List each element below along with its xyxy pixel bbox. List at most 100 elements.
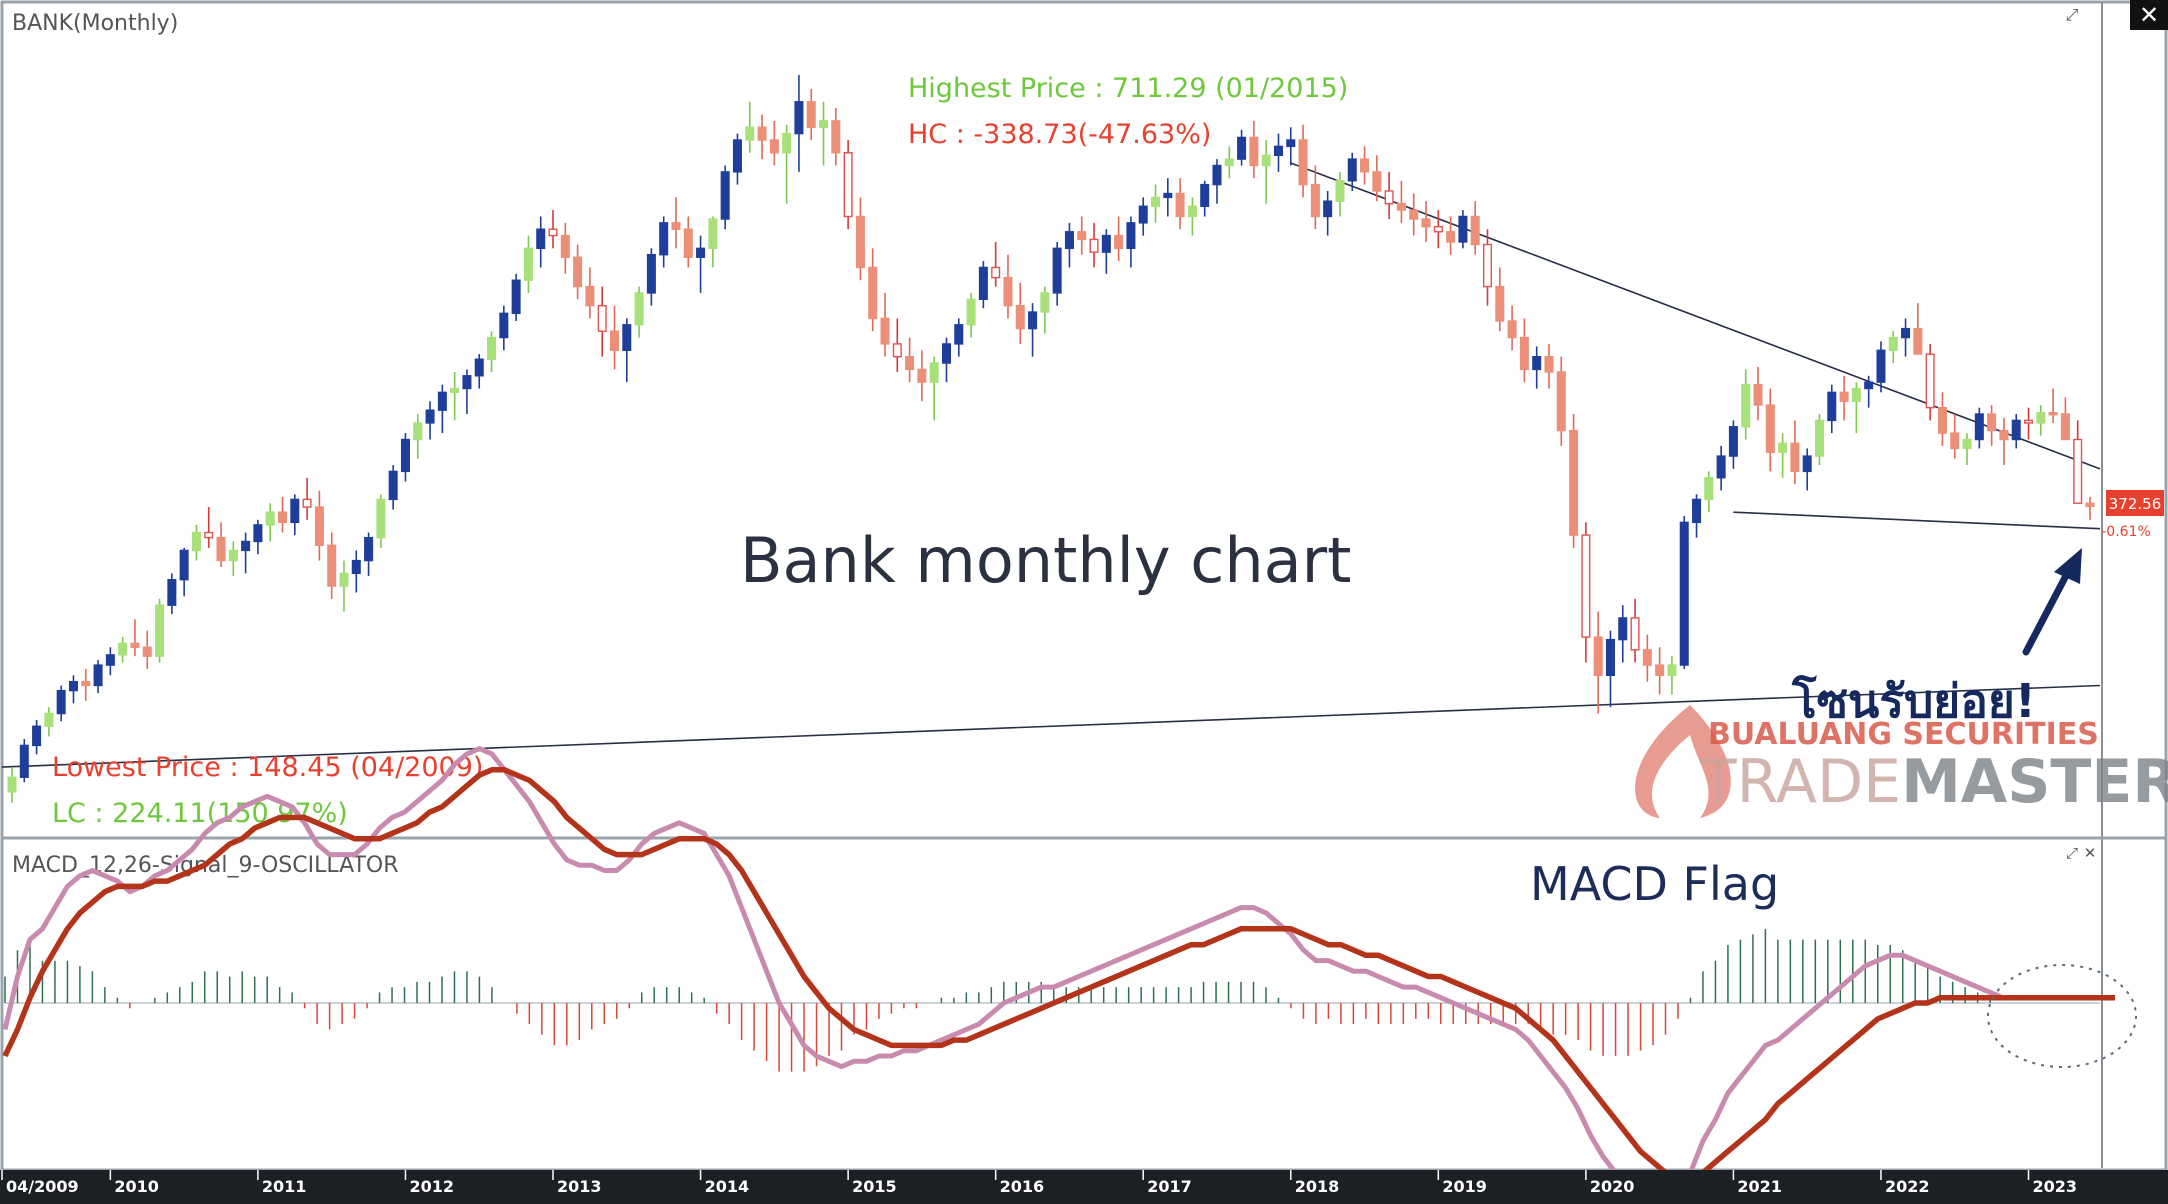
candle-body xyxy=(1286,139,1296,148)
candle-body xyxy=(548,228,558,237)
candle xyxy=(573,244,583,300)
candle-body xyxy=(425,409,435,424)
candle xyxy=(1778,433,1788,478)
candle-body xyxy=(1618,617,1628,641)
candle-body xyxy=(1925,353,1935,409)
candle xyxy=(548,210,558,249)
candle xyxy=(917,350,927,402)
candle-body xyxy=(1532,355,1542,371)
candle xyxy=(1802,448,1812,491)
flame-icon xyxy=(1635,705,1731,818)
time-axis-label: 2021 xyxy=(1737,1177,1782,1196)
candle-body xyxy=(1421,218,1431,228)
candle-body xyxy=(413,422,423,441)
candle-body xyxy=(794,101,804,135)
candle-body xyxy=(376,498,386,539)
candle-body xyxy=(327,544,337,587)
candle xyxy=(720,165,730,230)
candle xyxy=(1827,384,1837,434)
candle xyxy=(2048,388,2058,423)
candle xyxy=(339,560,349,612)
candle-body xyxy=(1888,336,1898,351)
candle xyxy=(1286,127,1296,166)
candle-body xyxy=(1224,158,1234,167)
candle xyxy=(155,598,165,663)
time-axis-label: 2013 xyxy=(557,1177,602,1196)
candle-body xyxy=(1261,154,1271,167)
candle-body xyxy=(1519,336,1529,371)
candle xyxy=(745,101,755,153)
candle-body xyxy=(782,132,792,154)
candle-body xyxy=(142,646,152,657)
candle-body xyxy=(118,642,128,656)
candle xyxy=(978,261,988,309)
candle-body xyxy=(573,256,583,288)
candle xyxy=(93,660,103,694)
candle xyxy=(277,496,288,533)
candle-body xyxy=(2085,502,2095,508)
candle xyxy=(425,401,435,440)
candle xyxy=(708,216,718,268)
candle-body xyxy=(1114,234,1124,250)
support-note: โซนรับย่อย! xyxy=(1791,674,2036,728)
candle-body xyxy=(7,776,17,793)
candle-body xyxy=(671,222,681,230)
candle xyxy=(1814,414,1825,465)
candle xyxy=(1458,210,1468,249)
candle-body xyxy=(696,247,706,258)
candle xyxy=(1765,388,1775,472)
candle xyxy=(1704,471,1714,513)
candle-body xyxy=(314,506,324,546)
highest-price-label: Highest Price : 711.29 (01/2015) xyxy=(908,73,1348,104)
candle-body xyxy=(1753,384,1763,406)
candle-body xyxy=(769,139,779,154)
candle-body xyxy=(1409,209,1419,220)
candle xyxy=(118,637,128,663)
candle xyxy=(1851,382,1861,434)
time-axis-label: 2018 xyxy=(1295,1177,1340,1196)
candle xyxy=(1323,190,1333,236)
candle-body xyxy=(1851,387,1861,402)
candle-body xyxy=(1827,391,1837,422)
candle xyxy=(1692,494,1702,538)
candle-body xyxy=(1052,247,1062,294)
candle xyxy=(1433,210,1443,249)
candle xyxy=(536,216,546,268)
candle-body xyxy=(2048,412,2058,416)
macd-maximize-icon[interactable]: ⤢ xyxy=(2066,844,2079,862)
maximize-icon[interactable]: ⤢ xyxy=(2066,5,2079,24)
candle-body xyxy=(757,126,767,141)
candle-body xyxy=(462,375,472,390)
candle-body xyxy=(1913,327,1923,355)
candle-body xyxy=(2036,412,2046,424)
candle-body xyxy=(917,368,927,383)
candle-body xyxy=(1187,205,1197,218)
candle-body xyxy=(32,725,42,747)
candle xyxy=(1347,152,1357,191)
candle-body xyxy=(560,234,570,258)
candle-body xyxy=(1581,534,1591,638)
macd-close-icon[interactable]: ✕ xyxy=(2084,844,2097,862)
candle-body xyxy=(1446,231,1456,243)
candle xyxy=(1163,178,1173,217)
candle xyxy=(1728,420,1738,469)
candle-body xyxy=(437,391,447,411)
candle xyxy=(880,292,890,357)
candle xyxy=(413,414,423,459)
candle xyxy=(1839,375,1849,421)
candle xyxy=(167,573,177,615)
candle xyxy=(831,108,841,166)
close-button[interactable] xyxy=(2130,0,2168,30)
candle xyxy=(1581,522,1591,663)
candle xyxy=(1950,414,1960,459)
candle xyxy=(2024,407,2034,440)
candle-body xyxy=(1347,158,1357,182)
candle xyxy=(1482,229,1493,306)
candle xyxy=(1249,120,1259,179)
candle-body xyxy=(1950,432,1960,450)
candle xyxy=(609,305,620,370)
candle-body xyxy=(892,343,902,358)
candle xyxy=(2060,397,2070,441)
candle xyxy=(204,507,214,548)
candles xyxy=(7,75,2095,803)
